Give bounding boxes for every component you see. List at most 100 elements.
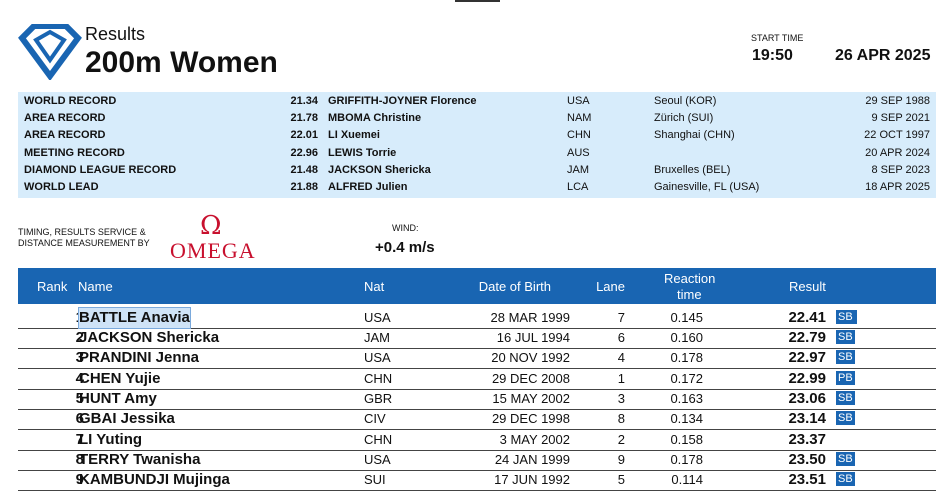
- reaction-cell: 0.163: [670, 391, 703, 406]
- result-cell: 22.97: [788, 349, 826, 366]
- athlete-name: HUNT Amy: [79, 390, 157, 407]
- result-badge: SB: [836, 350, 855, 364]
- dob-cell: 16 JUL 1994: [496, 330, 570, 345]
- table-row: 8 TERRY Twanisha USA 24 JAN 1999 9 0.178 23.50…: [18, 450, 936, 471]
- result-cell: 22.41: [788, 309, 826, 326]
- record-holder: ALFRED Julien: [328, 181, 408, 193]
- nat-cell: USA: [364, 310, 391, 325]
- rank-cell: 6: [75, 410, 84, 427]
- record-venue: Bruxelles (BEL): [654, 164, 731, 176]
- results-label: Results: [85, 24, 146, 44]
- record-venue: Seoul (KOR): [654, 95, 717, 107]
- record-label: WORLD LEAD: [24, 181, 99, 193]
- result-badge: PB: [836, 371, 855, 385]
- record-time: 22.96: [290, 147, 318, 159]
- record-time: 21.34: [290, 95, 318, 107]
- record-nat: CHN: [567, 129, 591, 141]
- record-nat: AUS: [567, 147, 590, 159]
- result-badge: SB: [836, 411, 855, 425]
- rank-cell: 4: [75, 370, 84, 387]
- record-time: 21.48: [290, 164, 318, 176]
- lane-cell: 2: [617, 432, 625, 447]
- athlete-name: KAMBUNDJI Mujinga: [79, 471, 230, 488]
- record-row: WORLD RECORD 21.34 GRIFFITH-JOYNER Flore…: [18, 93, 936, 110]
- lane-cell: 5: [617, 472, 625, 487]
- nat-cell: CHN: [364, 432, 393, 447]
- reaction-cell: 0.178: [670, 350, 703, 365]
- start-time-label: START TIME: [751, 33, 804, 43]
- table-row: 6 GBAI Jessika CIV 29 DEC 1998 8 0.134 23.14 SB: [18, 409, 936, 430]
- rank-cell: 3: [75, 349, 84, 366]
- result-cell: 22.79: [788, 329, 826, 346]
- result-cell: 23.50: [788, 451, 826, 468]
- record-row: WORLD LEAD 21.88 ALFRED Julien LCA Gaine…: [18, 179, 936, 196]
- record-holder: MBOMA Christine: [328, 112, 422, 124]
- lane-cell: 6: [617, 330, 625, 345]
- record-time: 21.88: [290, 181, 318, 193]
- lane-cell: 3: [617, 391, 625, 406]
- rank-cell: 9: [75, 471, 84, 488]
- result-cell: 22.99: [788, 370, 826, 387]
- reaction-cell: 0.145: [670, 310, 703, 325]
- rank-cell: 5: [75, 390, 84, 407]
- reaction-cell: 0.178: [670, 452, 703, 467]
- dob-cell: 29 DEC 1998: [491, 411, 570, 426]
- table-row: 2 JACKSON Shericka JAM 16 JUL 1994 6 0.160 22.…: [18, 328, 936, 349]
- record-nat: USA: [567, 95, 590, 107]
- omega-logo: OMEGA: [170, 238, 256, 263]
- col-lane: Lane: [596, 279, 625, 294]
- col-dob: Date of Birth: [478, 279, 551, 294]
- lane-cell: 7: [617, 310, 625, 325]
- reaction-cell: 0.172: [670, 371, 703, 386]
- timing-line-2: DISTANCE MEASUREMENT BY: [18, 238, 150, 248]
- nat-cell: JAM: [364, 330, 390, 345]
- dob-cell: 24 JAN 1999: [494, 452, 570, 467]
- records-panel: WORLD RECORD 21.34 GRIFFITH-JOYNER Flore…: [18, 92, 936, 198]
- start-time: 19:50: [752, 47, 793, 64]
- reaction-cell: 0.114: [671, 472, 703, 487]
- record-date: 29 SEP 1988: [865, 95, 930, 107]
- record-row: AREA RECORD 22.01 LI Xuemei CHN Shanghai…: [18, 127, 936, 144]
- col-reaction: Reaction: [664, 271, 716, 286]
- event-title: 200m Women: [85, 46, 278, 79]
- rank-cell: 8: [75, 451, 84, 468]
- record-holder: LEWIS Torrie: [328, 147, 397, 159]
- reaction-cell: 0.158: [670, 432, 703, 447]
- result-badge: SB: [836, 330, 855, 344]
- nat-cell: CHN: [364, 371, 393, 386]
- timing-line-1: TIMING, RESULTS SERVICE &: [18, 227, 146, 237]
- athlete-name: BATTLE Anavia: [78, 307, 191, 329]
- dob-cell: 29 DEC 2008: [491, 371, 570, 386]
- record-nat: NAM: [567, 112, 592, 124]
- record-row: MEETING RECORD 22.96 LEWIS Torrie AUS 20…: [18, 145, 936, 162]
- record-holder: GRIFFITH-JOYNER Florence: [328, 95, 477, 107]
- event-date: 26 APR 2025: [835, 47, 931, 64]
- col-result: Result: [789, 279, 826, 294]
- col-nat: Nat: [364, 279, 385, 294]
- col-name: Name: [78, 279, 113, 294]
- nat-cell: SUI: [364, 472, 386, 487]
- result-badge: SB: [836, 310, 855, 324]
- record-time: 21.78: [290, 112, 318, 124]
- wind-label: WIND:: [392, 223, 419, 233]
- record-date: 22 OCT 1997: [864, 129, 930, 141]
- record-holder: JACKSON Shericka: [328, 164, 431, 176]
- record-venue: Zürich (SUI): [654, 112, 714, 124]
- page-edge-line: [455, 0, 500, 2]
- record-label: AREA RECORD: [24, 129, 106, 141]
- record-label: AREA RECORD: [24, 112, 106, 124]
- col-reaction-time: time: [677, 287, 702, 302]
- record-nat: LCA: [567, 181, 589, 193]
- reaction-cell: 0.134: [670, 411, 703, 426]
- rank-cell: 2: [75, 329, 84, 346]
- nat-cell: CIV: [364, 411, 386, 426]
- table-row: 4 CHEN Yujie CHN 29 DEC 2008 1 0.172 22.99 PB: [18, 369, 936, 390]
- result-cell: 23.06: [788, 390, 826, 407]
- lane-cell: 9: [617, 452, 625, 467]
- lane-cell: 8: [617, 411, 625, 426]
- results-table-header: Rank Name Nat Date of Birth Lane Reactio…: [18, 268, 936, 304]
- dob-cell: 28 MAR 1999: [490, 310, 571, 325]
- diamond-league-logo-icon: [18, 24, 82, 80]
- record-date: 18 APR 2025: [865, 181, 930, 193]
- dob-cell: 3 MAY 2002: [499, 432, 570, 447]
